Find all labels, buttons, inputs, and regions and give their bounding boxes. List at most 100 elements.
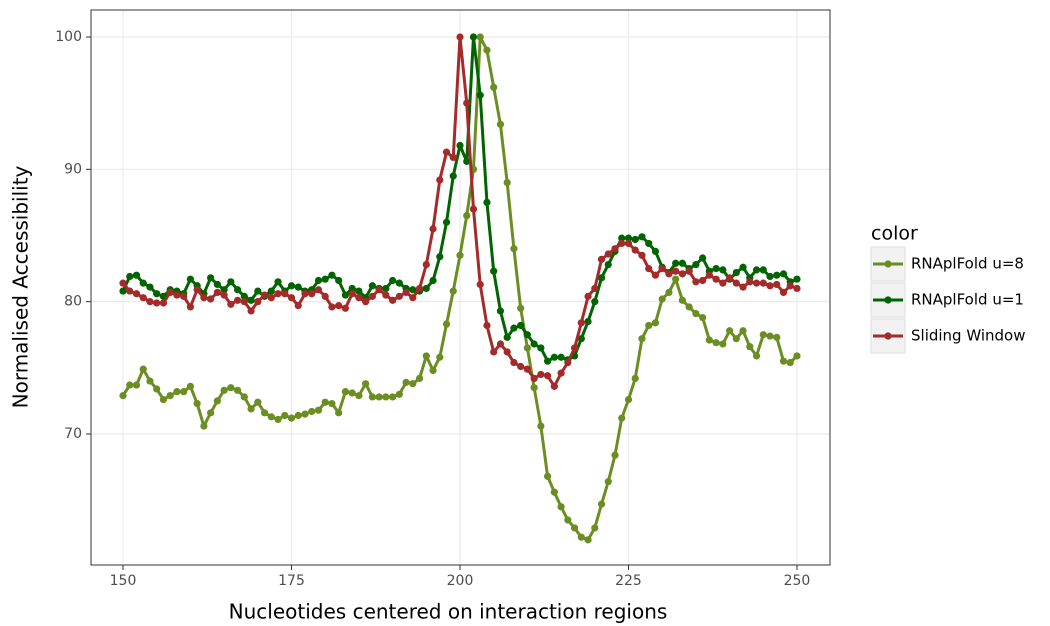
data-point xyxy=(544,372,552,380)
data-point xyxy=(483,321,491,330)
data-point xyxy=(159,299,168,307)
data-point xyxy=(132,290,141,298)
data-point xyxy=(712,339,720,347)
data-point xyxy=(207,409,215,417)
data-point xyxy=(146,283,154,291)
data-point xyxy=(503,178,511,187)
data-point xyxy=(382,284,390,293)
data-point xyxy=(719,279,727,287)
data-point xyxy=(193,399,201,408)
data-point xyxy=(267,287,275,295)
data-point xyxy=(463,157,471,165)
data-point xyxy=(254,287,262,295)
legend-title: color xyxy=(871,223,918,245)
data-point xyxy=(139,279,147,287)
data-point xyxy=(348,290,356,298)
data-point xyxy=(739,283,747,291)
data-point xyxy=(678,259,687,267)
data-point xyxy=(786,282,794,290)
data-point xyxy=(611,451,619,459)
data-point xyxy=(402,288,410,296)
data-point xyxy=(725,327,734,335)
data-point xyxy=(658,295,666,303)
data-point xyxy=(476,33,484,41)
data-point xyxy=(220,286,228,294)
data-point xyxy=(382,291,390,299)
legend-swatch-point xyxy=(884,296,892,304)
legend-label: Sliding Window xyxy=(911,327,1026,345)
data-point xyxy=(402,378,410,386)
data-point xyxy=(254,398,262,406)
data-point xyxy=(213,288,221,296)
data-point xyxy=(186,382,195,390)
data-point xyxy=(442,148,451,156)
data-point xyxy=(247,307,255,315)
data-point xyxy=(335,409,343,417)
data-point xyxy=(207,274,215,282)
data-point xyxy=(530,374,538,383)
data-point xyxy=(294,283,302,291)
data-point xyxy=(281,290,289,298)
data-point xyxy=(126,381,134,389)
data-point xyxy=(773,271,781,279)
data-point xyxy=(510,324,518,332)
data-point xyxy=(287,294,296,302)
data-point xyxy=(591,298,599,306)
data-point xyxy=(227,300,235,308)
data-point xyxy=(699,276,707,285)
data-point xyxy=(651,271,660,279)
x-axis-title: Nucleotides centered on interaction regi… xyxy=(229,600,668,624)
data-point xyxy=(624,239,633,248)
data-point xyxy=(328,303,336,311)
data-point xyxy=(490,83,498,91)
data-point xyxy=(463,99,471,107)
data-point xyxy=(705,336,713,344)
data-point xyxy=(287,414,296,422)
data-point xyxy=(570,344,579,352)
data-point xyxy=(550,488,558,496)
data-point xyxy=(186,303,195,311)
data-point xyxy=(139,294,147,302)
data-point xyxy=(523,331,531,339)
data-point xyxy=(422,352,430,360)
data-point xyxy=(732,268,740,277)
data-point xyxy=(314,276,323,285)
data-point xyxy=(564,358,572,367)
data-point xyxy=(678,270,687,278)
x-tick-label: 200 xyxy=(447,573,474,589)
data-point xyxy=(395,279,403,287)
data-point xyxy=(173,291,181,299)
data-point xyxy=(550,382,558,390)
data-point xyxy=(496,307,505,315)
data-point xyxy=(362,380,370,388)
data-point xyxy=(240,298,248,306)
data-point xyxy=(429,366,437,375)
data-point xyxy=(126,287,134,295)
data-point xyxy=(631,246,639,254)
data-point xyxy=(523,344,531,352)
data-point xyxy=(672,259,680,267)
data-point xyxy=(537,370,545,379)
data-point xyxy=(139,365,147,373)
data-point xyxy=(301,290,309,298)
data-point xyxy=(348,389,356,397)
data-point xyxy=(638,233,646,241)
data-point xyxy=(436,176,444,184)
data-point xyxy=(375,393,383,401)
data-point xyxy=(766,282,774,290)
data-point xyxy=(752,279,761,287)
data-point xyxy=(429,276,437,285)
panel-border xyxy=(90,9,831,566)
data-point xyxy=(510,245,518,253)
data-point xyxy=(665,270,673,278)
data-point xyxy=(638,335,646,343)
data-point xyxy=(496,120,505,128)
data-point xyxy=(119,279,127,287)
data-point xyxy=(584,292,592,300)
data-point xyxy=(119,287,127,295)
data-point xyxy=(530,340,538,348)
data-point xyxy=(544,357,552,365)
data-point xyxy=(469,33,478,41)
data-point xyxy=(368,282,376,290)
